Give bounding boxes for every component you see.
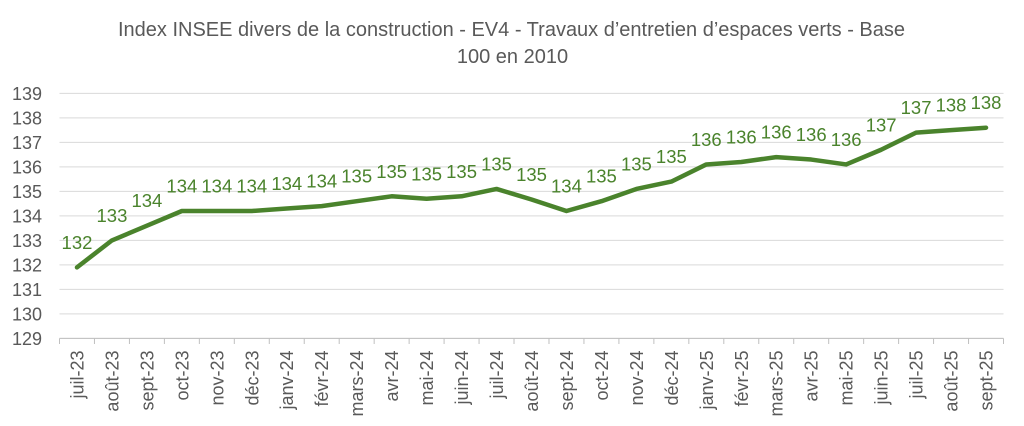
svg-text:135: 135 xyxy=(481,153,512,174)
svg-text:oct-23: oct-23 xyxy=(172,351,192,401)
svg-text:135: 135 xyxy=(516,164,547,185)
svg-text:136: 136 xyxy=(691,129,722,150)
svg-text:juin-25: juin-25 xyxy=(872,351,892,406)
svg-text:134: 134 xyxy=(131,190,162,211)
svg-text:sept-24: sept-24 xyxy=(557,351,577,411)
svg-text:135: 135 xyxy=(656,146,687,167)
svg-text:sept-25: sept-25 xyxy=(977,351,997,411)
svg-text:janv-25: janv-25 xyxy=(697,351,717,411)
svg-text:134: 134 xyxy=(12,206,42,226)
svg-text:juil-24: juil-24 xyxy=(487,351,507,400)
svg-text:août-23: août-23 xyxy=(102,351,122,412)
svg-text:135: 135 xyxy=(446,161,477,182)
svg-text:mars-25: mars-25 xyxy=(767,351,787,417)
svg-text:134: 134 xyxy=(201,176,232,197)
svg-text:juil-23: juil-23 xyxy=(67,351,87,400)
svg-text:juin-24: juin-24 xyxy=(452,351,472,406)
svg-text:févr-25: févr-25 xyxy=(732,351,752,407)
svg-text:132: 132 xyxy=(62,232,93,253)
svg-text:Index INSEE divers de la const: Index INSEE divers de la construction - … xyxy=(118,19,905,41)
svg-text:131: 131 xyxy=(12,280,42,300)
svg-text:135: 135 xyxy=(376,161,407,182)
svg-text:134: 134 xyxy=(271,173,302,194)
svg-text:135: 135 xyxy=(341,166,372,187)
svg-text:138: 138 xyxy=(971,92,1002,113)
svg-text:132: 132 xyxy=(12,255,42,275)
svg-text:nov-24: nov-24 xyxy=(627,351,647,406)
svg-text:janv-24: janv-24 xyxy=(277,351,297,411)
svg-text:135: 135 xyxy=(621,153,652,174)
svg-text:137: 137 xyxy=(866,114,897,135)
svg-text:134: 134 xyxy=(236,176,267,197)
svg-text:136: 136 xyxy=(761,122,792,143)
svg-text:136: 136 xyxy=(831,129,862,150)
svg-text:oct-24: oct-24 xyxy=(592,351,612,401)
svg-text:137: 137 xyxy=(12,133,42,153)
svg-text:avr-24: avr-24 xyxy=(382,351,402,402)
svg-text:mars-24: mars-24 xyxy=(347,351,367,417)
svg-text:juil-25: juil-25 xyxy=(907,351,927,400)
svg-text:134: 134 xyxy=(306,171,337,192)
svg-text:avr-25: avr-25 xyxy=(802,351,822,402)
svg-text:135: 135 xyxy=(586,166,617,187)
svg-text:nov-23: nov-23 xyxy=(207,351,227,406)
svg-text:129: 129 xyxy=(12,329,42,349)
svg-text:139: 139 xyxy=(12,84,42,104)
svg-text:135: 135 xyxy=(12,182,42,202)
svg-text:100 en 2010: 100 en 2010 xyxy=(457,46,568,68)
svg-text:138: 138 xyxy=(12,108,42,128)
svg-text:133: 133 xyxy=(12,231,42,251)
svg-text:déc-24: déc-24 xyxy=(662,351,682,406)
svg-text:août-25: août-25 xyxy=(942,351,962,412)
svg-text:130: 130 xyxy=(12,304,42,324)
svg-text:134: 134 xyxy=(551,176,582,197)
svg-text:134: 134 xyxy=(166,176,197,197)
svg-text:137: 137 xyxy=(901,97,932,118)
svg-text:136: 136 xyxy=(726,127,757,148)
svg-text:138: 138 xyxy=(936,95,967,116)
svg-text:mai-24: mai-24 xyxy=(417,351,437,406)
svg-text:mai-25: mai-25 xyxy=(837,351,857,406)
svg-text:août-24: août-24 xyxy=(522,351,542,412)
svg-text:133: 133 xyxy=(97,205,128,226)
svg-text:sept-23: sept-23 xyxy=(137,351,157,411)
svg-text:févr-24: févr-24 xyxy=(312,351,332,407)
svg-text:136: 136 xyxy=(12,157,42,177)
svg-text:135: 135 xyxy=(411,163,442,184)
svg-text:136: 136 xyxy=(796,124,827,145)
svg-text:déc-23: déc-23 xyxy=(242,351,262,406)
